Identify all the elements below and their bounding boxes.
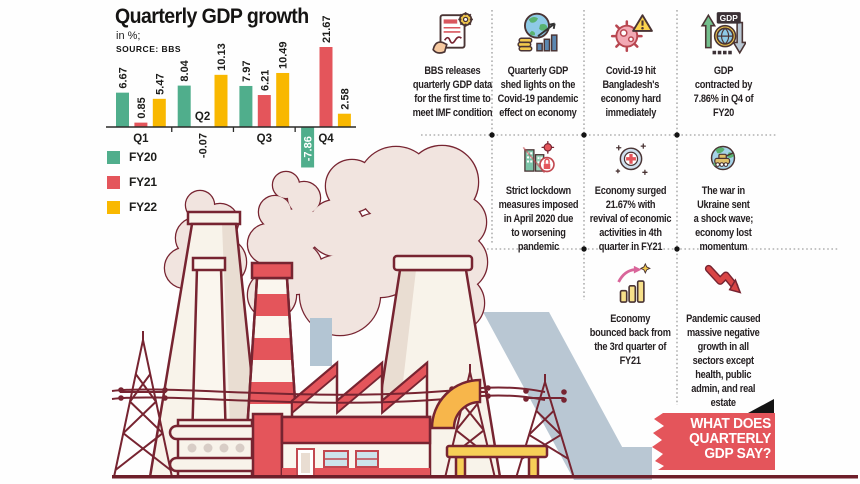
bar-value-label: 8.04 xyxy=(179,59,191,81)
background-shape xyxy=(483,312,652,480)
card-text: Economy bounced back from the 3rd quarter … xyxy=(590,313,671,367)
info-card-shed-lights: Quarterly GDP shed lights on the Covid-19 … xyxy=(494,6,582,120)
gdp-bar-chart: 6.67 8.04 7.97 -7.86 0.85 -0.07 6.21 21.67 5.47 1… xyxy=(106,15,356,168)
pylon-left xyxy=(113,331,173,478)
front-house xyxy=(280,415,432,479)
card-text: Strict lockdown measures imposed in April … xyxy=(498,185,578,253)
card-text: Pandemic caused massive negative growth in… xyxy=(685,313,761,409)
bar-value-label: 10.13 xyxy=(216,43,228,71)
info-card-bounced-back: Economy bounced back from the 3rd quarter … xyxy=(586,258,675,368)
chart-subtitle: in %; xyxy=(116,30,141,42)
bar-value-label: 21.67 xyxy=(321,15,333,43)
bar-FY22-Q3 xyxy=(276,72,290,127)
bar-FY22-Q2 xyxy=(214,74,228,127)
yellow-table xyxy=(445,444,549,479)
lockdown-city-padlock-icon xyxy=(520,136,556,176)
legend-label: FY20 xyxy=(129,150,157,164)
globe-tank-icon xyxy=(705,136,741,176)
yellow-arch xyxy=(430,378,482,430)
pylon-right xyxy=(515,374,575,479)
card-text: Economy surged 21.67% with revival of econ… xyxy=(589,185,672,253)
legend-swatch xyxy=(107,175,120,189)
bar-FY22-Q1 xyxy=(152,98,166,127)
category-label-Q3: Q3 xyxy=(257,133,272,145)
bar-FY21-Q3 xyxy=(257,95,271,127)
banner-line: QUARTERLY xyxy=(689,431,771,447)
globe-coins-chart-icon xyxy=(515,6,561,56)
document-signature-gear-icon xyxy=(429,6,475,56)
card-text: The war in Ukraine sent a shock wave; econo… xyxy=(693,185,753,253)
category-label-Q1: Q1 xyxy=(133,133,149,145)
bar-FY22-Q4 xyxy=(337,113,351,127)
chart-legend: FY20 FY21 FY22 xyxy=(107,150,157,225)
info-card-bbs-release: BBS releases quarterly GDP data for the fi… xyxy=(410,6,494,120)
banner-line: WHAT DOES xyxy=(690,416,771,432)
chart-source: SOURCE: BBS xyxy=(116,44,182,54)
slab-building xyxy=(168,418,260,479)
info-card-ukraine-war: The war in Ukraine sent a shock wave; econo… xyxy=(679,136,767,254)
card-text: Quarterly GDP shed lights on the Covid-19 … xyxy=(497,65,579,119)
bar-value-label: 6.67 xyxy=(118,67,130,88)
bar-FY20-Q1 xyxy=(116,92,129,127)
card-text: BBS releases quarterly GDP data for the fi… xyxy=(412,65,492,119)
category-label-Q4: Q4 xyxy=(318,133,334,145)
info-card-gdp-contracted: GDP GDP contracted by 7.86% in Q4 of FY20 xyxy=(679,6,767,120)
legend-label: FY22 xyxy=(129,200,157,214)
banner-line: GDP SAY? xyxy=(704,446,771,462)
blue-chimney xyxy=(310,318,332,366)
bar-FY20-Q4 xyxy=(301,127,315,168)
chart-title: Quarterly GDP growth xyxy=(115,5,309,28)
bar-value-label: 2.58 xyxy=(339,88,351,109)
info-card-lockdown: Strict lockdown measures imposed in April … xyxy=(494,136,582,254)
legend-item-FY22: FY22 xyxy=(107,200,157,214)
bar-value-label: 7.97 xyxy=(241,61,253,82)
banner: WHAT DOES QUARTERLY GDP SAY? xyxy=(645,396,780,478)
crash-arrow-icon xyxy=(702,258,744,304)
svg-text:GDP: GDP xyxy=(720,13,739,23)
bar-value-label: -7.86 xyxy=(303,136,315,161)
banner-text: WHAT DOES QUARTERLY GDP SAY? xyxy=(657,417,771,462)
bar-value-label: 5.47 xyxy=(154,73,166,94)
card-text: Covid-19 hit Bangladesh's economy hard imme… xyxy=(600,65,661,119)
bar-value-label: -0.07 xyxy=(198,133,210,158)
red-block xyxy=(251,412,284,479)
bar-FY21-Q1 xyxy=(134,122,148,127)
bar-value-label: 10.49 xyxy=(278,41,290,69)
info-card-economy-surged: Economy surged 21.67% with revival of econ… xyxy=(586,136,675,254)
banner-ribbon xyxy=(652,413,775,470)
banner-fold-icon xyxy=(748,399,774,413)
card-text: GDP contracted by 7.86% in Q4 of FY20 xyxy=(693,65,753,119)
medical-cross-icon xyxy=(613,136,649,176)
virus-warning-icon xyxy=(608,6,654,56)
bar-value-label: 6.21 xyxy=(259,70,271,91)
legend-item-FY21: FY21 xyxy=(107,175,157,189)
bar-value-label: 0.85 xyxy=(136,97,148,118)
bottom-rule xyxy=(112,475,858,478)
rebound-bar-chart-icon xyxy=(610,258,652,304)
bar-FY20-Q2 xyxy=(177,85,191,127)
bar-FY21-Q4 xyxy=(319,47,333,127)
info-card-covid-hit: Covid-19 hit Bangladesh's economy hard imme… xyxy=(586,6,675,120)
legend-item-FY20: FY20 xyxy=(107,150,157,164)
gdp-up-down-globe-icon: GDP xyxy=(700,6,746,56)
info-card-negative-growth: Pandemic caused massive negative growth in… xyxy=(679,258,767,410)
bar-FY20-Q3 xyxy=(239,85,253,127)
legend-swatch xyxy=(107,200,120,214)
legend-label: FY21 xyxy=(129,175,157,189)
category-label-Q2: Q2 xyxy=(195,111,210,123)
legend-swatch xyxy=(107,150,120,164)
